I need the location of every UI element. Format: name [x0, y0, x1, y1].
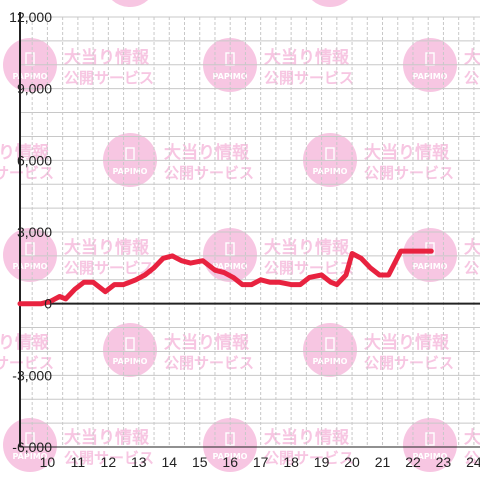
watermark-brand-text: PAPIMO: [313, 357, 348, 366]
y-tick-label: 9,000: [17, 81, 52, 97]
chart-series: [17, 248, 434, 307]
watermark-brand-text: PAPIMO: [413, 452, 448, 461]
x-tick-label: 24: [466, 454, 480, 470]
watermark-line2-text: 公開サービス: [0, 164, 54, 182]
watermark-brand-text: PAPIMO: [413, 72, 448, 81]
watermark-brand-text: PAPIMO: [213, 262, 248, 271]
watermark-line2-text: 公開サービス: [364, 164, 454, 182]
watermark-brand-text: PAPIMO: [113, 357, 148, 366]
watermark-logo-icon: [425, 432, 435, 446]
watermark-brand-text: PAPIMO: [313, 167, 348, 176]
chart-grid: [20, 16, 480, 448]
y-tick-label: 3,000: [17, 224, 52, 240]
x-tick-label: 10: [40, 454, 56, 470]
watermark-line2-text: 公開サービス: [64, 449, 154, 467]
x-tick-label: 12: [101, 454, 117, 470]
watermark-brand-text: PAPIMO: [13, 72, 48, 81]
watermark-logo-icon: [25, 432, 35, 446]
watermark-line1-text: 大当り情報: [64, 427, 150, 448]
watermark-line2-text: 公開サービス: [64, 69, 154, 87]
y-tick-label: 6,000: [17, 152, 52, 168]
chart-axes: [19, 12, 480, 448]
x-tick-label: 20: [344, 454, 360, 470]
watermark-line1-text: 大当り情報: [64, 237, 150, 258]
watermark-line1-text: 大当り情報: [164, 332, 250, 353]
watermark-line2-text: 公開サービス: [64, 259, 154, 277]
watermark-line1-text: 大当り情報: [0, 332, 50, 353]
watermark-line1-text: 大当り情報: [0, 142, 50, 163]
watermark-line2-text: 公開サービス: [264, 259, 354, 277]
watermark-line1-text: 大当り情報: [264, 427, 350, 448]
watermark-line2-text: 公開サービス: [464, 259, 480, 277]
watermark-line2-text: 公開サービス: [164, 0, 254, 2]
watermark-logo-icon: [25, 242, 35, 256]
watermark-line1-text: 大当り情報: [464, 427, 480, 448]
x-tick-label: 17: [253, 454, 269, 470]
watermark-line1-text: 大当り情報: [64, 47, 150, 68]
x-tick-label: 16: [222, 454, 238, 470]
watermark-line1-text: 大当り情報: [264, 237, 350, 258]
watermark-brand-text: PAPIMO: [213, 72, 248, 81]
y-tick-label: 0: [44, 296, 52, 312]
watermark-brand-text: PAPIMO: [13, 452, 48, 461]
watermark-logo-circle: [311, 0, 349, 7]
watermark-line1-text: 大当り情報: [264, 47, 350, 68]
watermark-logo-icon: [325, 337, 335, 351]
x-tick-label: 13: [131, 454, 147, 470]
watermark-logo-icon: [125, 337, 135, 351]
series-line-0: [17, 248, 434, 307]
x-tick-label: 11: [71, 454, 86, 470]
watermark-line2-text: 公開サービス: [464, 69, 480, 87]
watermark-line2-text: 公開サービス: [364, 354, 454, 372]
watermark-line2-text: 公開サービス: [0, 354, 54, 372]
watermark-line2-text: 公開サービス: [364, 0, 454, 2]
watermark-line2-text: 公開サービス: [0, 0, 54, 2]
watermark-line1-text: 大当り情報: [464, 237, 480, 258]
x-tick-label: 18: [283, 454, 299, 470]
watermark-line2-text: 公開サービス: [264, 69, 354, 87]
y-tick-label: -3,000: [12, 367, 52, 383]
y-tick-label: -6,000: [12, 439, 52, 455]
watermark-brand-text: PAPIMO: [13, 262, 48, 271]
y-tick-label: 12,000: [9, 9, 52, 25]
watermark-brand-text: PAPIMO: [113, 167, 148, 176]
watermark-line2-text: 公開サービス: [164, 164, 254, 182]
watermark-line1-text: 大当り情報: [164, 142, 250, 163]
x-tick-label: 19: [314, 454, 330, 470]
x-tick-label: 21: [375, 454, 391, 470]
watermark-brand-text: PAPIMO: [413, 262, 448, 271]
watermark-line2-text: 公開サービス: [464, 449, 480, 467]
watermark-brand-text: PAPIMO: [213, 452, 248, 461]
watermark-line2-text: 公開サービス: [164, 354, 254, 372]
x-tick-label: 15: [192, 454, 208, 470]
watermark-line1-text: 大当り情報: [464, 47, 480, 68]
x-tick-label: 23: [436, 454, 452, 470]
watermark-line2-text: 公開サービス: [264, 449, 354, 467]
x-tick-label: 22: [405, 454, 421, 470]
watermark-logo-circle: [111, 0, 149, 7]
watermark-line1-text: 大当り情報: [364, 332, 450, 353]
x-tick-label: 14: [161, 454, 177, 470]
